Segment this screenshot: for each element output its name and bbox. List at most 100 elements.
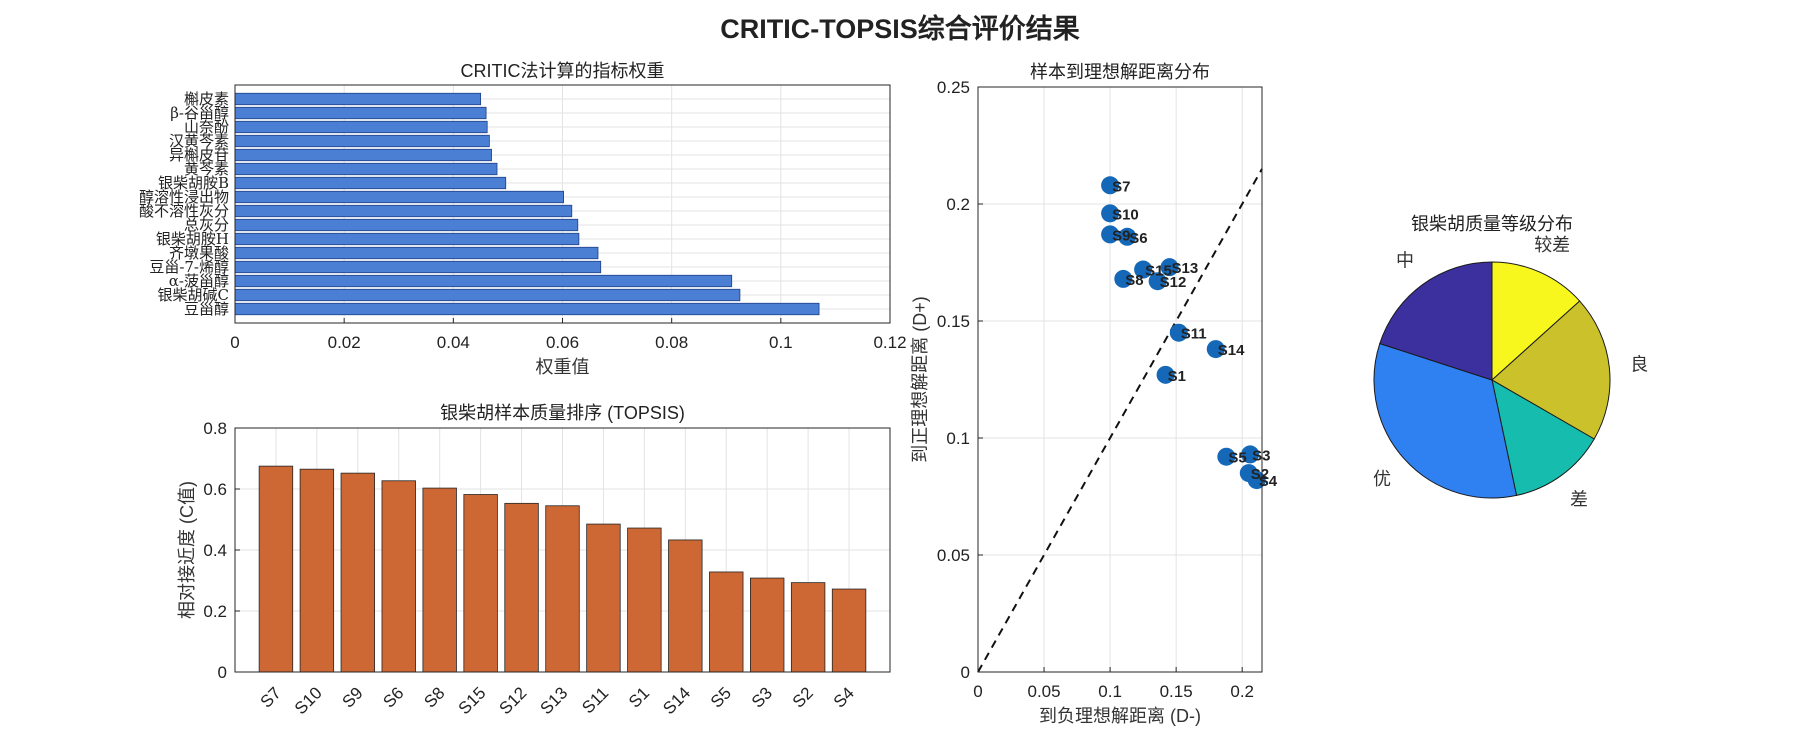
- sample-point: [1160, 258, 1179, 277]
- point-label: S15: [1145, 263, 1172, 280]
- chart-title: 银柴胡质量等级分布: [1411, 214, 1573, 234]
- x-tick-label: 0.06: [546, 333, 579, 352]
- chart-title: CRITIC法计算的指标权重: [461, 61, 665, 81]
- y-tick-label: 0.6: [203, 480, 227, 499]
- category-label: 豆甾-7-烯醇: [149, 258, 229, 276]
- y-tick-label: 0.2: [203, 602, 227, 621]
- weight-bar: [234, 246, 599, 260]
- sample-point: [1118, 227, 1137, 246]
- category-label: β-谷甾醇: [170, 104, 229, 122]
- x-tick-label: 0: [973, 682, 982, 701]
- point-label: S1: [1168, 368, 1186, 385]
- x-tick-label: 0.12: [873, 333, 906, 352]
- weight-bar: [234, 92, 482, 106]
- point-label: S2: [1251, 466, 1269, 483]
- x-tick-label: 0: [230, 333, 239, 352]
- c-value-bar: [750, 577, 785, 673]
- point-label: S8: [1125, 272, 1143, 289]
- slice-label: 中: [1396, 250, 1414, 270]
- category-label: 总灰分: [184, 216, 229, 234]
- x-tick-label: S14: [659, 683, 694, 718]
- x-tick-label: 0.1: [769, 333, 793, 352]
- y-tick-label: 0.4: [203, 541, 227, 560]
- chart-title: 样本到理想解距离分布: [1030, 62, 1210, 82]
- sample-point: [1169, 323, 1188, 342]
- plot-frame: [234, 84, 891, 324]
- weight-bar: [234, 134, 490, 148]
- chart-title: 银柴胡样本质量排序 (TOPSIS): [440, 403, 685, 423]
- c-value-bar: [422, 487, 457, 673]
- point-label: S9: [1112, 227, 1130, 244]
- c-value-bar: [790, 582, 826, 673]
- x-tick-label: S3: [748, 683, 776, 711]
- weight-bar: [234, 218, 579, 232]
- weight-bar: [234, 204, 573, 218]
- weight-bar: [234, 302, 820, 316]
- x-tick-label: S2: [789, 683, 817, 711]
- weight-bar: [234, 232, 580, 246]
- weight-bar: [234, 120, 488, 134]
- y-axis-label: 到正理想解距离 (D+): [910, 296, 930, 463]
- category-label: α-菠甾醇: [169, 272, 229, 290]
- c-value-bar: [299, 468, 335, 673]
- x-tick-label: S10: [291, 683, 326, 718]
- weights-bar-chart: 0 0.02 0.04 0.06 0.08 0.1 0.12 豆甾醇银柴胡碱Cα-菠甾醇豆甾-…: [139, 61, 907, 377]
- sample-point: [1101, 204, 1120, 223]
- slice-label: 良: [1630, 355, 1648, 375]
- y-tick-label: 0.2: [946, 195, 970, 214]
- c-value-bar: [831, 588, 867, 673]
- plot-frame: [977, 86, 1263, 673]
- c-value-bar: [340, 472, 375, 673]
- sample-point: [1247, 471, 1266, 490]
- x-axis-label: 权重值: [536, 357, 590, 377]
- pie-slice: [1379, 261, 1493, 381]
- x-tick-label: 0.02: [328, 333, 361, 352]
- plot-frame: [234, 427, 891, 673]
- sample-point: [1206, 340, 1225, 359]
- sample-point: [1241, 445, 1260, 464]
- distance-scatter-chart: 0 0.05 0.1 0.15 0.2 0 0.05 0.1 0.15 0.2 0.25 S7 S10 S…: [910, 62, 1278, 726]
- weight-bar: [234, 260, 602, 274]
- x-tick-label: 0.1: [1098, 682, 1122, 701]
- figure-title: CRITIC-TOPSIS综合评价结果: [720, 13, 1080, 44]
- category-label: 槲皮素: [184, 90, 229, 108]
- pie-slice: [1491, 300, 1611, 440]
- category-label: 银柴胡胺H: [156, 230, 229, 248]
- point-label: S12: [1160, 274, 1187, 291]
- point-label: S14: [1218, 342, 1245, 359]
- x-tick-label: S11: [578, 683, 612, 717]
- c-value-bar: [668, 539, 703, 673]
- c-value-bar: [545, 505, 580, 673]
- category-label: 山奈酚: [184, 118, 229, 136]
- weight-bar: [234, 190, 564, 204]
- sample-point: [1156, 365, 1175, 384]
- slice-label: 优: [1373, 469, 1391, 489]
- c-value-bar: [504, 502, 539, 673]
- c-value-bar: [381, 480, 416, 673]
- x-tick-label: S9: [339, 683, 367, 711]
- pie-slice: [1373, 342, 1518, 499]
- y-tick-label: 0.05: [937, 546, 970, 565]
- x-tick-label: S12: [496, 683, 531, 718]
- point-label: S7: [1112, 178, 1130, 195]
- ranking-bar-chart: 0 0.2 0.4 0.6 0.8 S7 S10 S9 S6 S8 S15 S12 S13 S11 S1 S1…: [177, 403, 891, 718]
- category-label: 醇溶性浸出物: [139, 188, 229, 206]
- weight-bar: [234, 148, 492, 162]
- pie-slice: [1491, 261, 1581, 382]
- x-tick-label: 0.15: [1160, 682, 1193, 701]
- x-tick-label: 0.05: [1027, 682, 1060, 701]
- x-tick-label: S4: [830, 683, 858, 711]
- x-tick-label: S13: [537, 683, 572, 718]
- plot-area: [978, 87, 1262, 672]
- x-tick-label: S5: [707, 683, 735, 711]
- category-label: 汉黄芩素: [169, 132, 229, 150]
- sample-point: [1148, 272, 1167, 291]
- category-label: 银柴胡碱C: [158, 286, 229, 304]
- x-tick-label: S6: [379, 683, 407, 711]
- sample-point: [1101, 225, 1120, 244]
- c-value-bar: [627, 527, 662, 673]
- category-label: 酸不溶性灰分: [139, 202, 229, 220]
- category-label: 银柴胡胺B: [158, 174, 229, 192]
- category-label: 异槲皮苷: [169, 146, 229, 164]
